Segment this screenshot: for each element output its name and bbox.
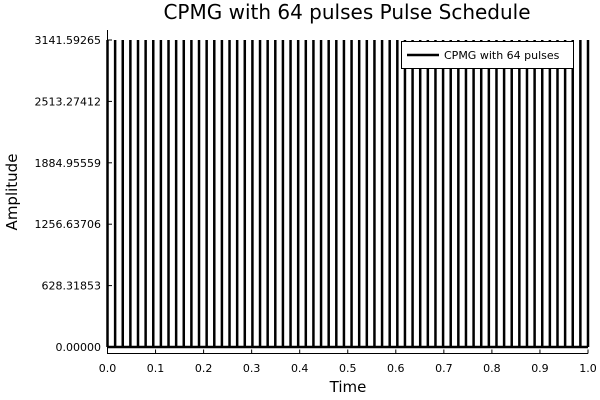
- x-tick-label: 0.5: [339, 362, 357, 375]
- x-tick-label: 0.4: [291, 362, 309, 375]
- x-tick-label: 0.9: [531, 362, 549, 375]
- x-axis: 0.0 0.1 0.2 0.3 0.4 0.5 0.6 0.7 0.8 0.9 1.0: [99, 349, 597, 375]
- x-tick-label: 0.6: [387, 362, 405, 375]
- legend-label: CPMG with 64 pulses: [444, 49, 560, 62]
- y-axis: 0.00000 628.31853 1256.63706 1884.95559 2513…: [35, 30, 112, 354]
- x-tick-label: 0.0: [99, 362, 117, 375]
- y-tick-label: 1256.63706: [35, 218, 101, 231]
- pulse-series: [106, 40, 590, 349]
- y-axis-title: Amplitude: [3, 154, 21, 231]
- y-tick-label: 2513.27412: [35, 95, 101, 108]
- x-axis-title: Time: [329, 378, 367, 396]
- x-tick-label: 0.1: [147, 362, 165, 375]
- chart-title: CPMG with 64 pulses Pulse Schedule: [163, 0, 530, 24]
- x-tick-label: 1.0: [579, 362, 597, 375]
- y-tick-label: 3141.59265: [35, 34, 101, 47]
- x-tick-label: 0.7: [435, 362, 453, 375]
- x-tick-label: 0.2: [195, 362, 213, 375]
- y-tick-label: 0.00000: [56, 341, 102, 354]
- x-tick-label: 0.3: [243, 362, 261, 375]
- x-tick-label: 0.8: [483, 362, 501, 375]
- y-tick-label: 1884.95559: [35, 157, 101, 170]
- y-tick-label: 628.31853: [42, 280, 102, 293]
- legend: CPMG with 64 pulses: [401, 41, 574, 69]
